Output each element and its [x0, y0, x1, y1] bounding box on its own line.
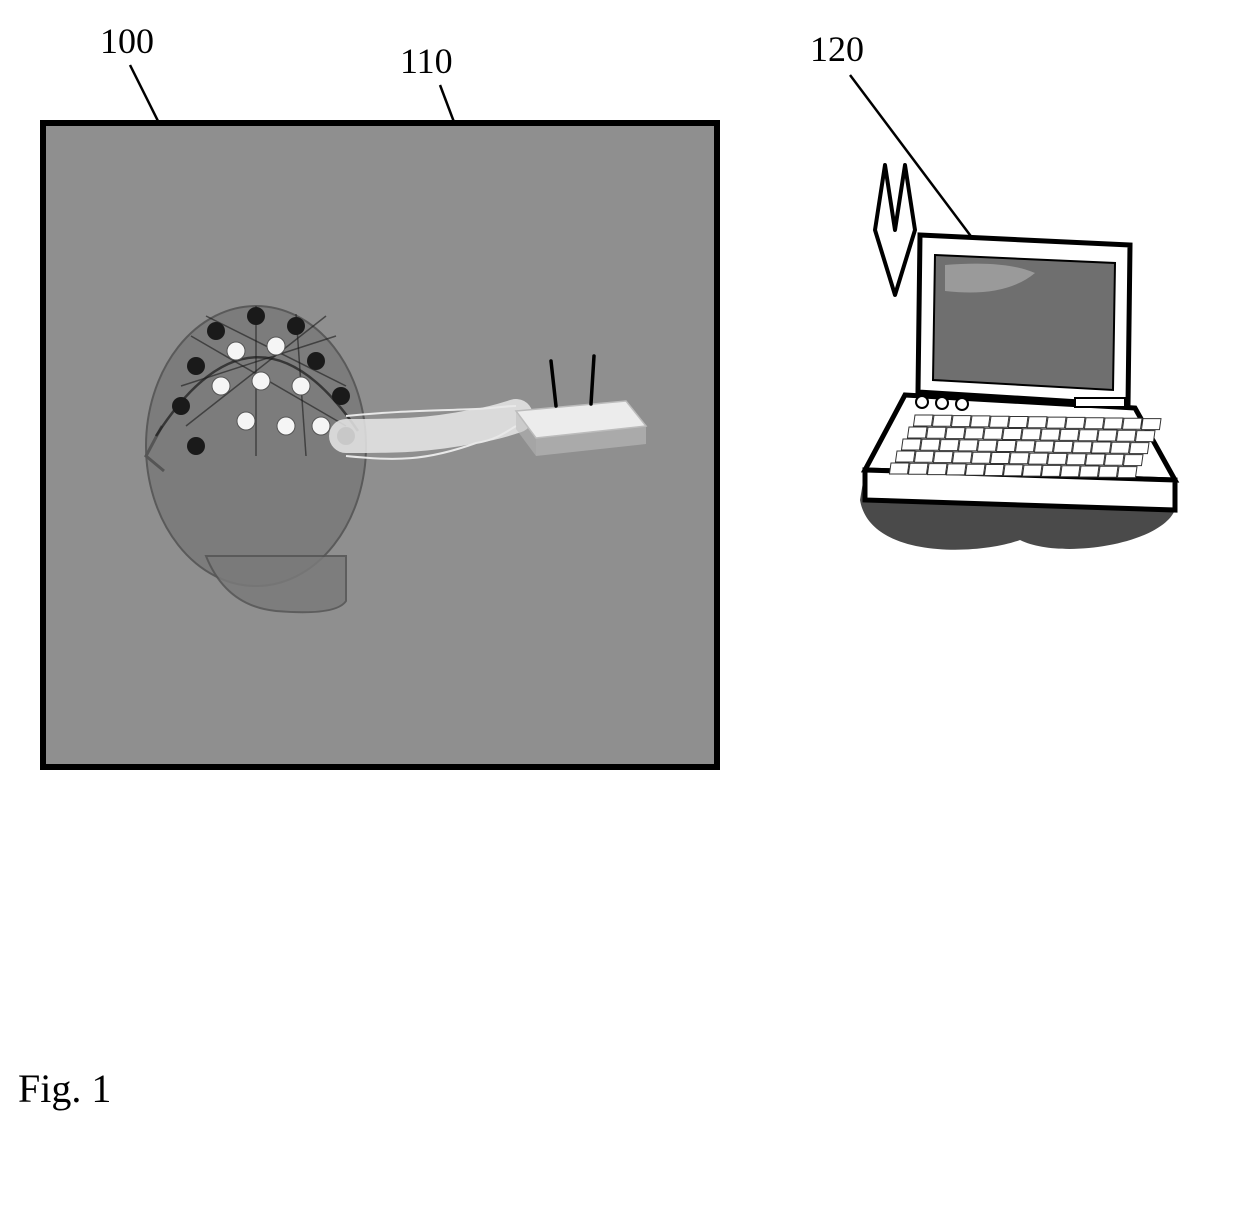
- figure-caption: Fig. 1: [18, 1065, 111, 1112]
- laptop-receiver-icon: [0, 0, 1240, 1222]
